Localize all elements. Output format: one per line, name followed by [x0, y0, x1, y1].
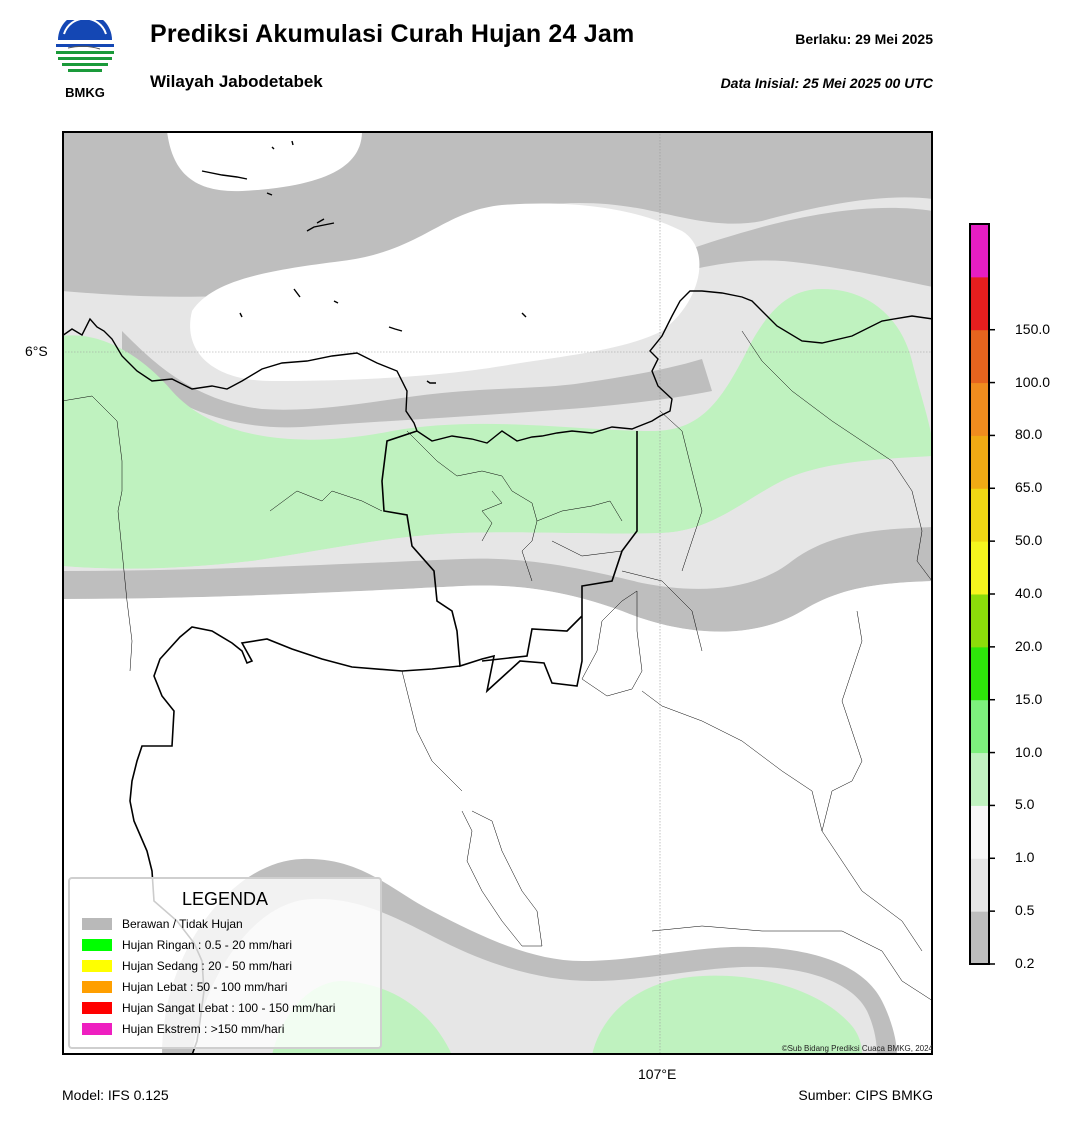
- legend-label: Hujan Ekstrem : >150 mm/hari: [122, 1022, 285, 1036]
- legend-item-very-heavy-rain: Hujan Sangat Lebat : 100 - 150 mm/hari: [82, 1001, 335, 1015]
- colorbar-segment: [970, 541, 989, 595]
- coastline: [62, 290, 933, 444]
- legend-label: Hujan Ringan : 0.5 - 20 mm/hari: [122, 938, 293, 952]
- clear-sea-center: [190, 203, 700, 381]
- legend-label: Berawan / Tidak Hujan: [122, 917, 243, 931]
- legend-label: Hujan Sangat Lebat : 100 - 150 mm/hari: [122, 1001, 336, 1015]
- colorbar-segment: [970, 435, 989, 489]
- lon-tick-label: 107°E: [638, 1066, 677, 1082]
- clear-sea-north: [167, 131, 362, 192]
- thousand-islands: [201, 140, 527, 384]
- colorbar-segment: [970, 752, 989, 806]
- legend-item-extreme-rain: Hujan Ekstrem : >150 mm/hari: [82, 1022, 284, 1036]
- logo-text: BMKG: [65, 85, 105, 100]
- legend-swatch: [82, 1002, 112, 1014]
- colorbar-segment: [970, 911, 989, 965]
- legend-title: LEGENDA: [181, 889, 269, 909]
- no-rain-light-south: [62, 456, 933, 597]
- colorbar-segment: [970, 594, 989, 648]
- colorbar-label: 150.0: [1015, 320, 1051, 337]
- no-rain-dark-west: [122, 331, 712, 428]
- colorbar: [969, 223, 995, 965]
- lat-tick-label: 6°S: [25, 343, 48, 359]
- legend-item-light-rain: Hujan Ringan : 0.5 - 20 mm/hari: [82, 938, 292, 952]
- legend-swatch: [82, 918, 112, 930]
- colorbar-segment: [970, 382, 989, 436]
- colorbar-label: 40.0: [1015, 585, 1043, 601]
- legend-label: Hujan Sedang : 20 - 50 mm/hari: [122, 959, 293, 973]
- colorbar-segment: [970, 805, 989, 859]
- colorbar-segment: [970, 329, 989, 384]
- colorbar-label: 20.0: [1015, 637, 1043, 654]
- colorbar-label: 0.2: [1015, 955, 1035, 971]
- model-label: Model: IFS 0.125: [62, 1087, 169, 1103]
- light-rain-band: [62, 289, 933, 569]
- colorbar-label: 10.0: [1015, 743, 1043, 760]
- colorbar-segment: [970, 276, 989, 331]
- no-rain-dark-south: [62, 527, 933, 632]
- colorbar-label: 50.0: [1015, 532, 1043, 549]
- colorbar-label: 1.0: [1015, 849, 1035, 866]
- colorbar-segment: [970, 858, 989, 912]
- legend-swatch: [82, 981, 112, 993]
- init-date: Data Inisial: 25 Mei 2025 00 UTC: [720, 75, 933, 91]
- colorbar-segment: [970, 646, 989, 701]
- bmkg-logo: [56, 20, 114, 72]
- page-title: Prediksi Akumulasi Curah Hujan 24 Jam: [150, 20, 635, 48]
- valid-date: Berlaku: 29 Mei 2025: [795, 31, 933, 47]
- no-rain-dark-northeast: [652, 207, 933, 287]
- legend-label: Hujan Lebat : 50 - 100 mm/hari: [122, 980, 288, 994]
- page-subtitle: Wilayah Jabodetabek: [150, 72, 323, 91]
- colorbar-label: 100.0: [1015, 373, 1051, 390]
- colorbar-label: 5.0: [1015, 796, 1035, 813]
- colorbar-segment: [970, 224, 989, 278]
- colorbar-label: 80.0: [1015, 426, 1043, 443]
- colorbar-label: 0.5: [1015, 902, 1035, 919]
- colorbar-segment: [970, 488, 989, 542]
- legend-swatch: [82, 1023, 112, 1035]
- light-rain-southcentral: [592, 975, 862, 1055]
- regency-borders: [62, 330, 933, 1002]
- colorbar-label: 15.0: [1015, 690, 1043, 707]
- legend-swatch: [82, 960, 112, 972]
- legend-item-cloudy: Berawan / Tidak Hujan: [82, 917, 243, 931]
- colorbar-label: 65.0: [1015, 479, 1043, 496]
- source-label: Sumber: CIPS BMKG: [798, 1087, 933, 1103]
- colorbar-segment: [970, 699, 989, 754]
- legend-swatch: [82, 939, 112, 951]
- legend-item-heavy-rain: Hujan Lebat : 50 - 100 mm/hari: [82, 980, 287, 994]
- copyright-text: ©Sub Bidang Prediksi Cuaca BMKG, 2024: [781, 1044, 933, 1053]
- map-frame: [62, 131, 933, 1055]
- legend-box: LEGENDA Berawan / Tidak Hujan Hujan Ring…: [68, 877, 382, 1049]
- legend-item-moderate-rain: Hujan Sedang : 20 - 50 mm/hari: [82, 959, 292, 973]
